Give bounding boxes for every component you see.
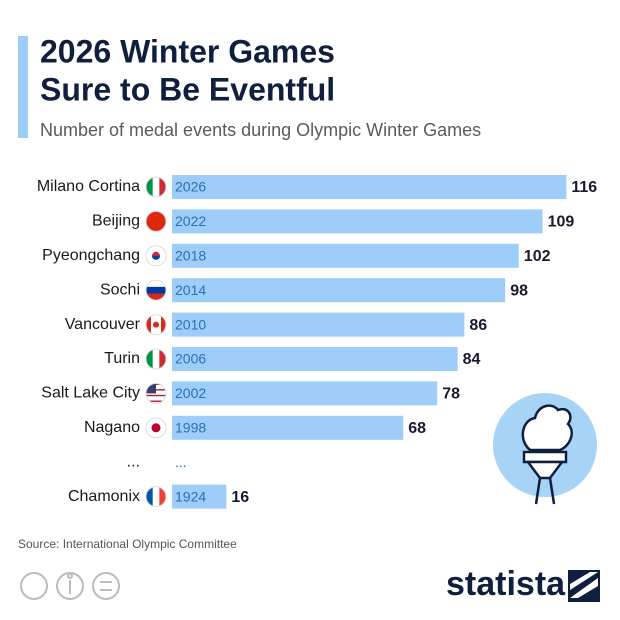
- category-label: Turin: [104, 350, 140, 367]
- flag-ring: [145, 417, 167, 439]
- flag-ring: [145, 210, 167, 232]
- flag-icon: [145, 417, 167, 439]
- year-label: 2010: [175, 316, 206, 332]
- flag-part: [159, 486, 166, 507]
- flag-ring: [145, 348, 167, 370]
- flag-icon: [145, 245, 167, 267]
- bar: [172, 381, 438, 406]
- flag-body: [146, 211, 166, 232]
- category-label: Salt Lake City: [41, 385, 140, 402]
- value-label: 84: [463, 351, 481, 368]
- flag-body: [146, 245, 166, 266]
- bar: [172, 415, 404, 440]
- flag-icon: [145, 486, 167, 508]
- year-label: 1998: [175, 420, 206, 436]
- license-icons: [20, 572, 120, 600]
- flag-icon: [145, 279, 167, 301]
- flag-part: [152, 486, 160, 507]
- bar: [172, 312, 465, 337]
- value-label: 116: [571, 179, 597, 196]
- category-label: Sochi: [100, 281, 140, 298]
- flag-part: [146, 394, 166, 397]
- flag-part: [146, 293, 166, 301]
- flag-body: [146, 280, 166, 301]
- year-label: 2002: [175, 385, 206, 401]
- value-label: 68: [408, 420, 426, 437]
- category-label: Pyeongchang: [42, 247, 140, 264]
- bar: [172, 175, 567, 199]
- flag-part: [153, 321, 159, 328]
- flag-part: [146, 211, 166, 232]
- bar: [172, 243, 519, 268]
- flag-body: [146, 417, 166, 438]
- year-label: 2026: [175, 179, 206, 195]
- flag-body: [146, 486, 166, 507]
- flag-ring: [145, 176, 167, 198]
- value-label: 98: [510, 282, 528, 299]
- flag-ring: [145, 314, 167, 336]
- flag-part: [146, 314, 151, 335]
- year-label: 2014: [175, 282, 206, 298]
- chart-title: Sure to Be Eventful: [40, 71, 335, 107]
- flag-body: [146, 349, 166, 369]
- flag-part: [151, 423, 161, 433]
- flag-icon: [145, 382, 167, 404]
- year-label: 2022: [175, 213, 206, 229]
- brand-logo: [568, 570, 600, 602]
- bar: [172, 484, 227, 509]
- year-label: 2018: [175, 248, 206, 264]
- flag-part: [146, 280, 166, 288]
- year-label: 1924: [175, 488, 206, 504]
- flag-part: [146, 400, 166, 402]
- torch-icon: [493, 393, 597, 505]
- value-label: 86: [469, 317, 487, 334]
- value-label: 78: [442, 386, 460, 403]
- flag-part: [159, 349, 166, 369]
- flag-body: [146, 177, 166, 197]
- flag-part: [146, 486, 154, 507]
- flag-part: [152, 177, 160, 197]
- bar: [172, 347, 458, 371]
- flag-part: [152, 255, 160, 260]
- category-label: Milano Cortina: [37, 178, 140, 195]
- flag-ring: [145, 245, 167, 267]
- flag-icon: [145, 210, 167, 232]
- category-label: ...: [127, 453, 140, 470]
- category-label: Vancouver: [65, 316, 141, 333]
- flag-icon: [145, 176, 167, 198]
- accent-bar: [18, 36, 28, 138]
- flag-part: [159, 177, 166, 197]
- flag-part: [161, 314, 166, 335]
- flag-part: [146, 397, 166, 400]
- year-label: ...: [175, 454, 187, 470]
- category-label: Chamonix: [68, 488, 140, 505]
- flag-part: [146, 349, 154, 369]
- flag-body: [146, 383, 166, 402]
- flag-part: [146, 286, 166, 295]
- flag-part: [152, 349, 160, 369]
- flag-body: [146, 314, 166, 335]
- source: Source: International Olympic Committee: [18, 537, 237, 551]
- category-label: Beijing: [92, 213, 140, 230]
- flag-ring: [145, 279, 167, 301]
- chart-title: 2026 Winter Games: [40, 33, 335, 69]
- flag-ring: [145, 382, 167, 404]
- category-label: Nagano: [84, 419, 140, 436]
- value-label: 102: [524, 248, 551, 265]
- flag-icon: [145, 314, 167, 336]
- flag-ring: [145, 486, 167, 508]
- bar: [172, 209, 543, 234]
- value-label: 16: [231, 489, 249, 506]
- brand: statista: [446, 565, 566, 603]
- chart-subtitle: Number of medal events during Olympic Wi…: [40, 120, 481, 140]
- flag-part: [146, 177, 154, 197]
- bar: [172, 278, 506, 303]
- year-label: 2006: [175, 351, 206, 367]
- flag-icon: [145, 348, 167, 370]
- flag-part: [146, 383, 156, 394]
- value-label: 109: [548, 214, 575, 231]
